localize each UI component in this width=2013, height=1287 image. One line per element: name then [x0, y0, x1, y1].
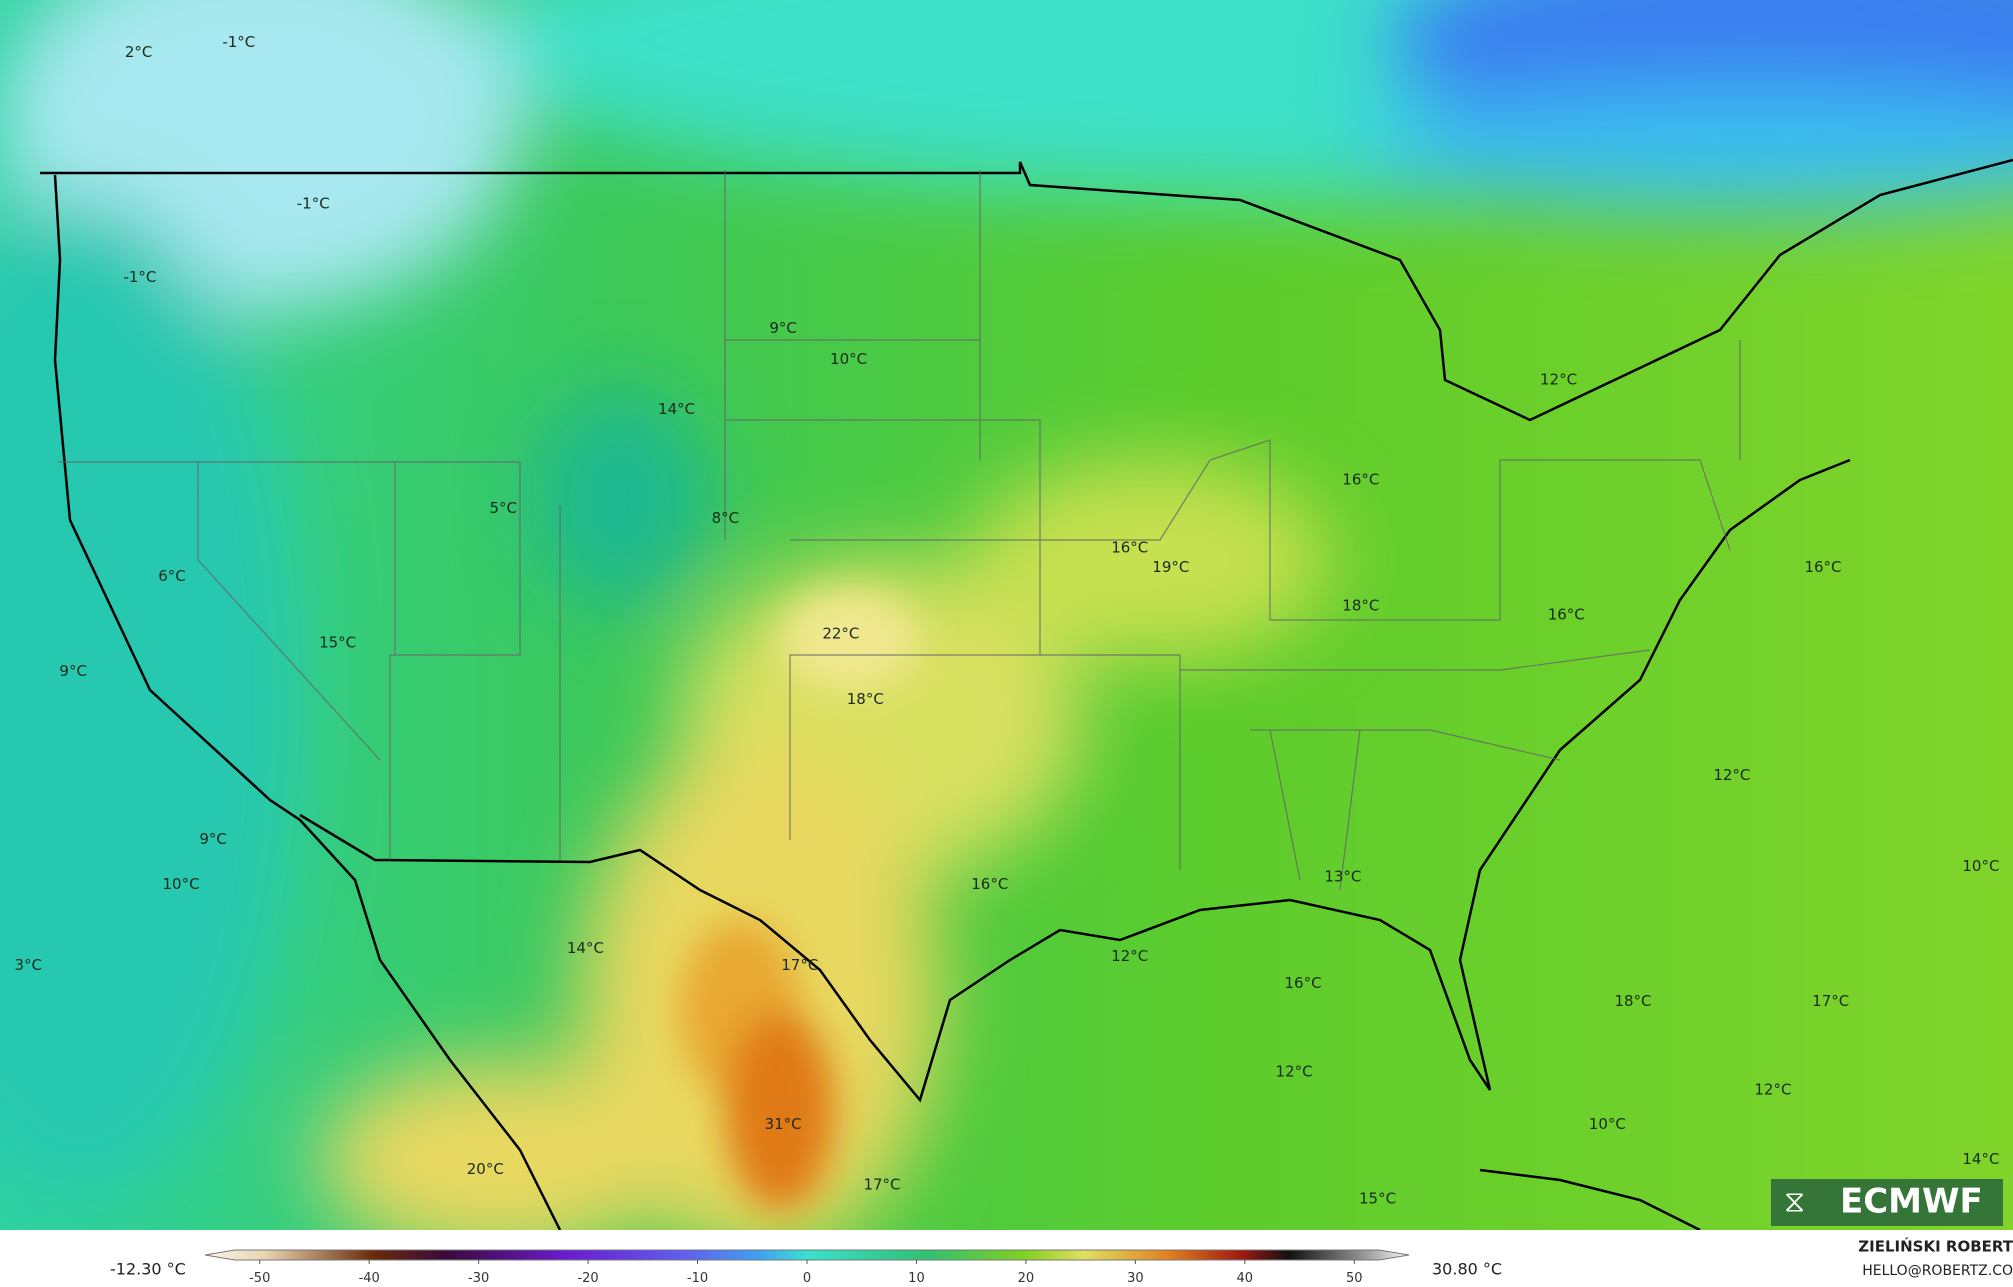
- temperature-label: 15°C: [1359, 1190, 1396, 1208]
- temperature-label: -1°C: [123, 268, 156, 286]
- temperature-label: 17°C: [1812, 992, 1849, 1010]
- temperature-label: 16°C: [1285, 974, 1322, 992]
- colorbar-tick-label: 30: [1127, 1271, 1144, 1286]
- temperature-label: 12°C: [1276, 1062, 1313, 1080]
- temperature-label: 22°C: [822, 625, 859, 643]
- colorbar-tick-label: 40: [1237, 1271, 1254, 1286]
- contact: HELLO@ROBERTZ.CO: [1862, 1263, 2013, 1279]
- colorbar: -50 -40 -30 -20 -10 0 10 20 30 40 50: [204, 1249, 1410, 1286]
- temperature-label: 5°C: [489, 499, 517, 517]
- temperature-label: 12°C: [1111, 947, 1148, 965]
- temperature-label: 10°C: [830, 350, 867, 368]
- colorbar-tick-label: -40: [359, 1271, 380, 1286]
- temperature-label: 13°C: [1324, 867, 1361, 885]
- temperature-label: 9°C: [59, 662, 87, 680]
- colorbar-min-label: -12.30 °C: [110, 1260, 186, 1279]
- temperature-label: 18°C: [1614, 992, 1651, 1010]
- colorbar-tick-label: -10: [687, 1271, 708, 1286]
- temperature-label: 14°C: [567, 939, 604, 957]
- temperature-label: 16°C: [1111, 539, 1148, 557]
- map: [0, 0, 2013, 1230]
- temperature-label: 9°C: [199, 830, 227, 848]
- temperature-label: 12°C: [1713, 766, 1750, 784]
- temperature-label: 10°C: [162, 875, 199, 893]
- temperature-label: 2°C: [125, 43, 153, 61]
- temperature-label: 17°C: [863, 1175, 900, 1193]
- colorbar-scale: [204, 1249, 1410, 1261]
- temperature-label: 16°C: [971, 875, 1008, 893]
- author: ZIELIŃSKI ROBERT: [1858, 1237, 2013, 1256]
- colorbar-tick-label: -20: [577, 1271, 598, 1286]
- colorbar-tick-label: -50: [249, 1271, 270, 1286]
- logo-icon: ⧖: [1784, 1185, 1805, 1220]
- temperature-label: 10°C: [1962, 857, 1999, 875]
- temperature-label: 6°C: [158, 567, 186, 585]
- temperature-label: 18°C: [1342, 596, 1379, 614]
- colorbar-tick-label: 10: [908, 1271, 925, 1286]
- temperature-label: 8°C: [712, 509, 740, 527]
- colorbar-tick-label: 50: [1346, 1271, 1363, 1286]
- temperature-label: 3°C: [14, 956, 42, 974]
- logo: ECMWF: [1840, 1182, 1983, 1222]
- colorbar-tick-label: -30: [468, 1271, 489, 1286]
- temperature-label: 10°C: [1589, 1115, 1626, 1133]
- temperature-label: 16°C: [1804, 558, 1841, 576]
- temperature-label: 15°C: [319, 634, 356, 652]
- temperature-label: 12°C: [1540, 371, 1577, 389]
- temperature-labels: 2°C -1°C -1°C -1°C 9°C 10°C 14°C 12°C 16°C 5°C 8°C…: [14, 33, 1999, 1208]
- temperature-label: 12°C: [1754, 1080, 1791, 1098]
- temperature-label: 16°C: [1548, 605, 1585, 623]
- temperature-label: 20°C: [467, 1160, 504, 1178]
- temperature-label: 18°C: [847, 690, 884, 708]
- logo-box: [1771, 1179, 2003, 1226]
- temperature-label: 16°C: [1342, 471, 1379, 489]
- temperature-label: 19°C: [1152, 558, 1189, 576]
- temperature-label: -1°C: [222, 33, 255, 51]
- temperature-label: 31°C: [765, 1115, 802, 1133]
- temperature-label: -1°C: [297, 195, 330, 213]
- temperature-label: 9°C: [769, 319, 797, 337]
- temperature-label: 17°C: [781, 956, 818, 974]
- colorbar-max-label: 30.80 °C: [1432, 1260, 1502, 1279]
- colorbar-tick-label: 20: [1018, 1271, 1035, 1286]
- temperature-label: 14°C: [1962, 1150, 1999, 1168]
- temperature-label: 14°C: [658, 400, 695, 418]
- colorbar-tick-label: 0: [803, 1271, 811, 1286]
